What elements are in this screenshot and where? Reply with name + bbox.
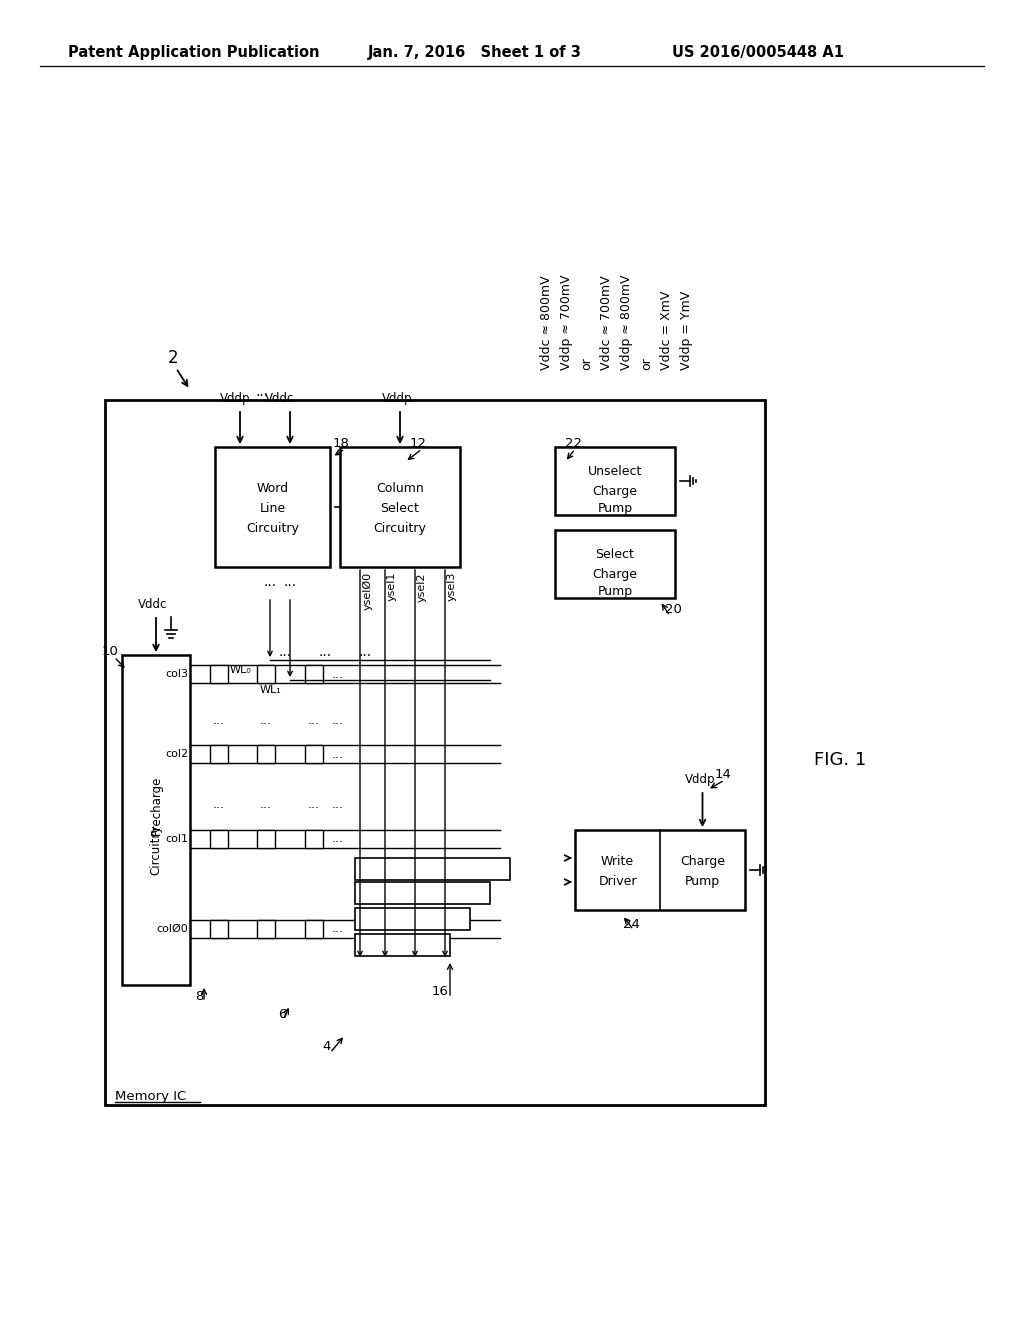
Text: Circuitry: Circuitry (374, 521, 426, 535)
Bar (555, 447, 675, 515)
Bar (355, 935, 450, 956)
Text: ysel1: ysel1 (387, 572, 397, 602)
Text: ...: ... (255, 385, 268, 399)
Bar (305, 665, 323, 682)
Text: 4: 4 (322, 1040, 331, 1053)
Text: Vddc: Vddc (138, 598, 167, 611)
Text: 10: 10 (102, 645, 119, 657)
Text: Word: Word (256, 482, 289, 495)
Text: 24: 24 (623, 917, 639, 931)
Text: Driver: Driver (598, 875, 637, 888)
Text: 22: 22 (565, 437, 582, 450)
Text: 6: 6 (278, 1008, 287, 1020)
Bar (257, 744, 275, 763)
Text: ...: ... (308, 714, 319, 726)
Text: WL₁: WL₁ (260, 685, 282, 696)
Text: ysel2: ysel2 (417, 572, 427, 602)
Text: col1: col1 (165, 834, 188, 843)
Text: 16: 16 (431, 985, 449, 998)
Text: Charge: Charge (593, 568, 638, 581)
Bar (305, 744, 323, 763)
Text: col2: col2 (165, 748, 188, 759)
Text: US 2016/0005448 A1: US 2016/0005448 A1 (672, 45, 844, 59)
Text: Pump: Pump (597, 585, 633, 598)
Text: Write: Write (601, 855, 634, 869)
Text: ...: ... (263, 576, 276, 589)
Text: Line: Line (259, 502, 286, 515)
Text: ...: ... (213, 797, 225, 810)
Text: ...: ... (332, 747, 344, 760)
Text: Select: Select (381, 502, 420, 515)
Text: col3: col3 (165, 669, 188, 678)
Bar (257, 830, 275, 847)
Text: ...: ... (332, 833, 344, 846)
Bar (122, 655, 190, 985)
Text: Pump: Pump (597, 502, 633, 515)
Text: FIG. 1: FIG. 1 (814, 751, 866, 770)
Text: ...: ... (318, 645, 332, 659)
Bar (257, 920, 275, 939)
Bar (105, 400, 765, 1105)
Bar (555, 531, 675, 598)
Text: Memory IC: Memory IC (115, 1090, 186, 1104)
Bar (210, 920, 228, 939)
Text: 8: 8 (195, 990, 204, 1003)
Text: Unselect: Unselect (588, 465, 642, 478)
Text: Jan. 7, 2016   Sheet 1 of 3: Jan. 7, 2016 Sheet 1 of 3 (368, 45, 582, 59)
Text: ...: ... (332, 714, 344, 726)
Text: Vddp: Vddp (220, 392, 251, 405)
Text: colØ0: colØ0 (157, 924, 188, 935)
Bar (305, 920, 323, 939)
Text: ...: ... (260, 714, 272, 726)
Text: Column: Column (376, 482, 424, 495)
Text: ...: ... (308, 797, 319, 810)
Text: Charge: Charge (680, 855, 725, 869)
Bar (215, 447, 330, 568)
Text: Patent Application Publication: Patent Application Publication (68, 45, 319, 59)
Bar (210, 744, 228, 763)
Text: 14: 14 (715, 768, 731, 781)
Text: Precharge: Precharge (150, 775, 163, 834)
Text: Vddp: Vddp (382, 392, 413, 405)
Text: Circuitry: Circuitry (150, 825, 163, 875)
Text: WL₀: WL₀ (230, 665, 252, 675)
Text: Circuitry: Circuitry (246, 521, 299, 535)
Text: Select: Select (596, 548, 635, 561)
Text: Vddp = YmV: Vddp = YmV (680, 290, 693, 370)
Text: Vddc ≈ 700mV: Vddc ≈ 700mV (600, 276, 613, 370)
Text: ...: ... (279, 645, 292, 659)
Text: 2: 2 (168, 348, 178, 367)
Text: or: or (640, 358, 653, 370)
Text: ysel3: ysel3 (447, 572, 457, 602)
Text: Vddp ≈ 800mV: Vddp ≈ 800mV (620, 275, 633, 370)
Bar (305, 830, 323, 847)
Text: Pump: Pump (685, 875, 720, 888)
Bar (575, 830, 745, 909)
Text: Vddc ≈ 800mV: Vddc ≈ 800mV (540, 276, 553, 370)
Bar (257, 665, 275, 682)
Text: ...: ... (332, 668, 344, 681)
Bar (355, 858, 510, 880)
Text: Vddp ≈ 700mV: Vddp ≈ 700mV (560, 275, 573, 370)
Bar (210, 830, 228, 847)
Text: yselØ0: yselØ0 (362, 572, 372, 610)
Text: Vddp: Vddp (684, 774, 715, 785)
Bar (340, 447, 460, 568)
Text: Vddc: Vddc (265, 392, 294, 405)
Text: ...: ... (213, 714, 225, 726)
Bar (355, 908, 470, 931)
Text: Charge: Charge (593, 484, 638, 498)
Text: ...: ... (284, 576, 297, 589)
Text: 12: 12 (410, 437, 427, 450)
Text: Vddc = XmV: Vddc = XmV (660, 290, 673, 370)
Text: 18: 18 (333, 437, 350, 450)
Bar (355, 882, 490, 904)
Text: ...: ... (332, 923, 344, 936)
Text: 20: 20 (665, 603, 682, 616)
Text: or: or (580, 358, 593, 370)
Text: ...: ... (358, 645, 372, 659)
Text: ...: ... (332, 797, 344, 810)
Text: ...: ... (260, 797, 272, 810)
Bar (210, 665, 228, 682)
